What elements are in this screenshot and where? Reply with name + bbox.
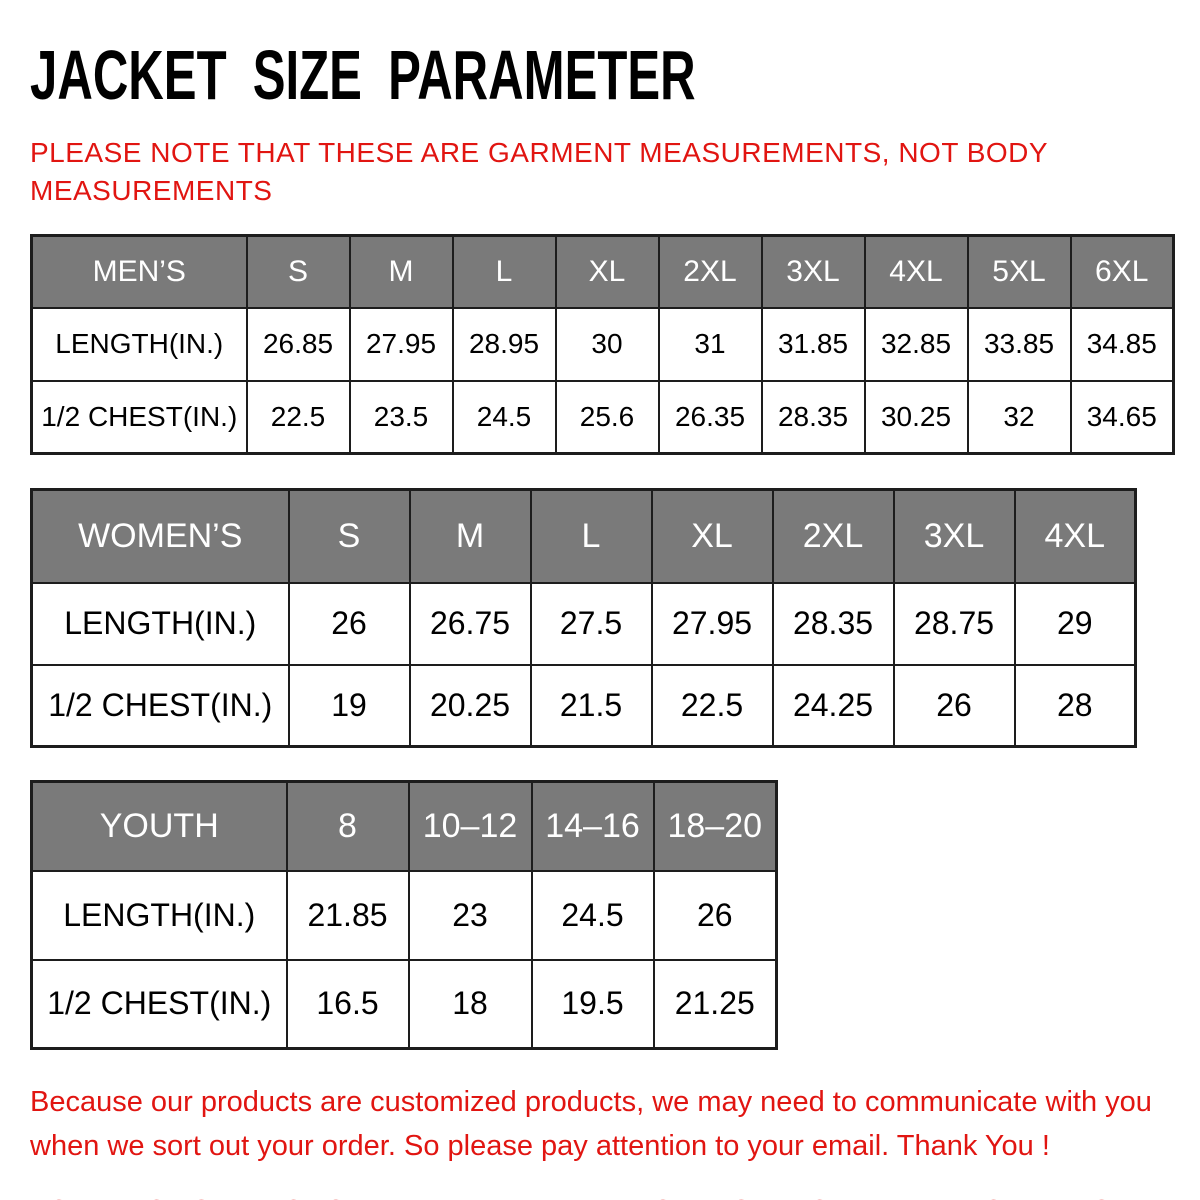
row-label: LENGTH(IN.): [30, 581, 290, 666]
value-cell: 21.25: [652, 958, 778, 1050]
mens-size-header: 6XL: [1069, 234, 1175, 309]
value-cell: 32: [966, 379, 1072, 455]
value-cell: 24.5: [530, 869, 655, 961]
value-cell: 32.85: [863, 306, 969, 382]
garment-note-line-1: PLEASE NOTE THAT THESE ARE GARMENT MEASU…: [30, 137, 1049, 168]
value-cell: 21.5: [529, 663, 653, 748]
womens-chest-row: 1/2 CHEST(IN.) 19 20.25 21.5 22.5 24.25 …: [30, 663, 1137, 748]
row-label: LENGTH(IN.): [30, 306, 248, 382]
value-cell: 24.5: [451, 379, 557, 455]
value-cell: 31: [657, 306, 763, 382]
customization-note-line-1: Because our products are customized prod…: [30, 1086, 1152, 1118]
value-cell: 23.5: [348, 379, 454, 455]
youth-chest-row: 1/2 CHEST(IN.) 16.5 18 19.5 21.25: [30, 958, 778, 1050]
value-cell: 28.35: [771, 581, 895, 666]
youth-size-header: 18–20: [652, 780, 778, 872]
value-cell: 27.95: [348, 306, 454, 382]
value-cell: 27.95: [650, 581, 774, 666]
value-cell: 28.75: [892, 581, 1016, 666]
mens-table-title: MEN’S: [30, 234, 248, 309]
mens-size-header: 2XL: [657, 234, 763, 309]
value-cell: 25.6: [554, 379, 660, 455]
customization-note-line-2: when we sort out your order. So please p…: [30, 1130, 1050, 1162]
value-cell: 30: [554, 306, 660, 382]
value-cell: 30.25: [863, 379, 969, 455]
youth-size-header: 14–16: [530, 780, 655, 872]
youth-length-row: LENGTH(IN.) 21.85 23 24.5 26: [30, 869, 778, 961]
youth-size-table: YOUTH 8 10–12 14–16 18–20 LENGTH(IN.) 21…: [30, 780, 778, 1050]
usage-instruction: USE THESE CHARTS TO HELP DETERMINE WHICH…: [30, 1194, 1172, 1200]
value-cell: 26.75: [408, 581, 532, 666]
value-cell: 33.85: [966, 306, 1072, 382]
page-title: JACKET SIZE PARAMETER: [30, 37, 696, 115]
womens-header-row: WOMEN’S S M L XL 2XL 3XL 4XL: [30, 488, 1137, 584]
mens-size-header: 4XL: [863, 234, 969, 309]
womens-table-title: WOMEN’S: [30, 488, 290, 584]
mens-size-header: 5XL: [966, 234, 1072, 309]
value-cell: 18: [407, 958, 533, 1050]
row-label: LENGTH(IN.): [30, 869, 288, 961]
mens-header-row: MEN’S S M L XL 2XL 3XL 4XL 5XL 6XL: [30, 234, 1175, 309]
value-cell: 31.85: [760, 306, 866, 382]
mens-length-row: LENGTH(IN.) 26.85 27.95 28.95 30 31 31.8…: [30, 306, 1175, 382]
mens-size-table: MEN’S S M L XL 2XL 3XL 4XL 5XL 6XL LENGT…: [30, 234, 1175, 455]
youth-header-row: YOUTH 8 10–12 14–16 18–20: [30, 780, 778, 872]
womens-size-header: 4XL: [1013, 488, 1137, 584]
garment-note: PLEASE NOTE THAT THESE ARE GARMENT MEASU…: [30, 134, 1172, 210]
mens-size-header: M: [348, 234, 454, 309]
womens-size-header: XL: [650, 488, 774, 584]
mens-size-header: L: [451, 234, 557, 309]
mens-size-header: XL: [554, 234, 660, 309]
value-cell: 21.85: [285, 869, 410, 961]
row-label: 1/2 CHEST(IN.): [30, 958, 288, 1050]
womens-length-row: LENGTH(IN.) 26 26.75 27.5 27.95 28.35 28…: [30, 581, 1137, 666]
youth-table-title: YOUTH: [30, 780, 288, 872]
value-cell: 28.95: [451, 306, 557, 382]
value-cell: 26: [892, 663, 1016, 748]
value-cell: 24.25: [771, 663, 895, 748]
value-cell: 22.5: [245, 379, 351, 455]
womens-size-table: WOMEN’S S M L XL 2XL 3XL 4XL LENGTH(IN.)…: [30, 488, 1137, 748]
womens-size-header: L: [529, 488, 653, 584]
mens-size-header: S: [245, 234, 351, 309]
value-cell: 26: [652, 869, 778, 961]
value-cell: 34.65: [1069, 379, 1175, 455]
mens-size-header: 3XL: [760, 234, 866, 309]
value-cell: 29: [1013, 581, 1137, 666]
womens-size-header: 2XL: [771, 488, 895, 584]
value-cell: 26.85: [245, 306, 351, 382]
value-cell: 22.5: [650, 663, 774, 748]
womens-size-header: S: [287, 488, 411, 584]
customization-note: Because our products are customized prod…: [30, 1080, 1172, 1168]
value-cell: 19.5: [530, 958, 655, 1050]
value-cell: 26: [287, 581, 411, 666]
row-label: 1/2 CHEST(IN.): [30, 663, 290, 748]
value-cell: 28: [1013, 663, 1137, 748]
value-cell: 26.35: [657, 379, 763, 455]
youth-size-header: 8: [285, 780, 410, 872]
youth-size-header: 10–12: [407, 780, 533, 872]
value-cell: 20.25: [408, 663, 532, 748]
value-cell: 23: [407, 869, 533, 961]
womens-size-header: M: [408, 488, 532, 584]
value-cell: 28.35: [760, 379, 866, 455]
value-cell: 16.5: [285, 958, 410, 1050]
value-cell: 19: [287, 663, 411, 748]
value-cell: 34.85: [1069, 306, 1175, 382]
value-cell: 27.5: [529, 581, 653, 666]
mens-chest-row: 1/2 CHEST(IN.) 22.5 23.5 24.5 25.6 26.35…: [30, 379, 1175, 455]
garment-note-line-2: MEASUREMENTS: [30, 175, 273, 206]
womens-size-header: 3XL: [892, 488, 1016, 584]
row-label: 1/2 CHEST(IN.): [30, 379, 248, 455]
